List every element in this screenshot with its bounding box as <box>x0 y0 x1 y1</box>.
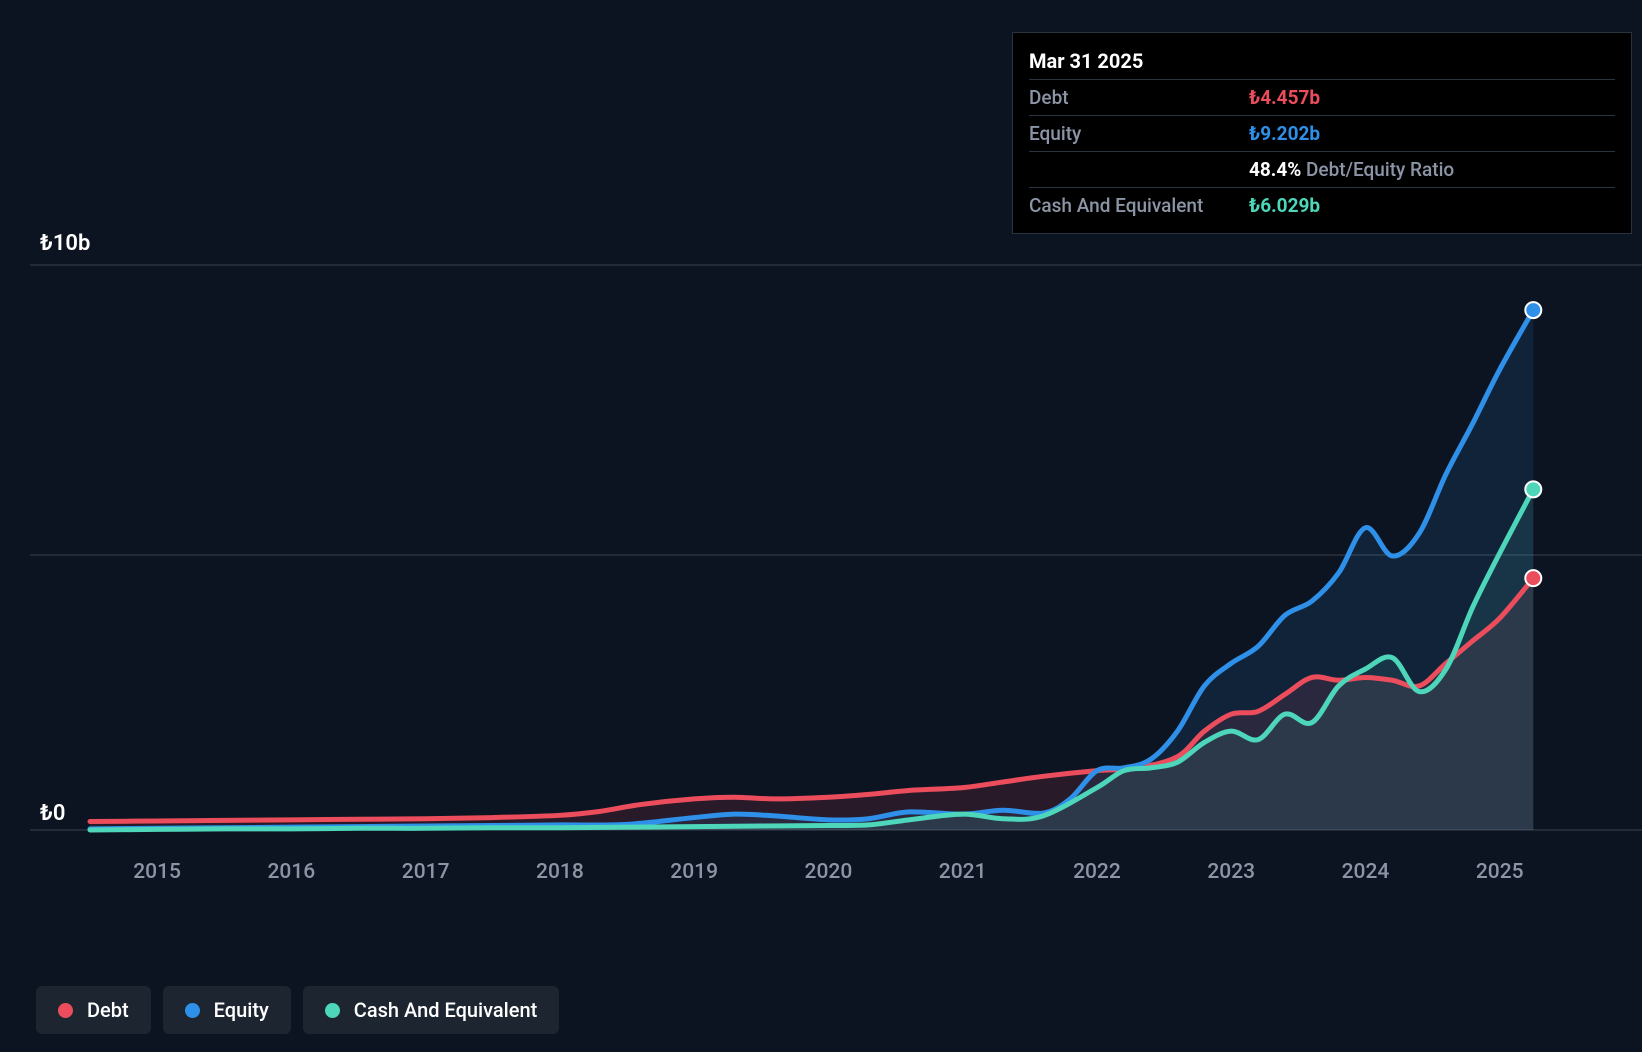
legend-item-cash[interactable]: Cash And Equivalent <box>303 986 560 1034</box>
tooltip-label: Cash And Equivalent <box>1029 194 1249 217</box>
x-axis-label: 2017 <box>402 860 450 884</box>
debt-equity-chart: ₺0 ₺10b 2015 2016 2017 2018 2019 2020 2021 2022 2… <box>30 0 1642 1052</box>
x-axis-label: 2023 <box>1207 860 1255 884</box>
legend-dot <box>58 1003 73 1018</box>
x-axis-label: 2025 <box>1476 860 1524 884</box>
tooltip-date: Mar 31 2025 <box>1029 43 1615 79</box>
tooltip-value: ₺9.202b <box>1249 122 1320 145</box>
x-axis-label: 2022 <box>1073 860 1121 884</box>
chart-tooltip: Mar 31 2025 Debt ₺4.457b Equity ₺9.202b … <box>1012 32 1632 234</box>
legend-item-debt[interactable]: Debt <box>36 986 151 1034</box>
tooltip-row-debt: Debt ₺4.457b <box>1029 79 1615 115</box>
x-axis-label: 2021 <box>939 860 987 884</box>
x-axis-label: 2024 <box>1342 860 1390 884</box>
x-axis-label: 2016 <box>268 860 316 884</box>
tooltip-row-equity: Equity ₺9.202b <box>1029 115 1615 151</box>
x-axis-label: 2018 <box>536 860 584 884</box>
x-axis-label: 2019 <box>670 860 718 884</box>
tooltip-row-cash: Cash And Equivalent ₺6.029b <box>1029 187 1615 223</box>
legend-dot <box>185 1003 200 1018</box>
y-axis-label: ₺10b <box>40 231 90 256</box>
legend-label: Equity <box>214 998 269 1022</box>
x-axis-label: 2020 <box>805 860 853 884</box>
tooltip-row-ratio: 48.4% Debt/Equity Ratio <box>1029 151 1615 187</box>
legend-label: Cash And Equivalent <box>354 998 538 1022</box>
legend-label: Debt <box>87 998 129 1022</box>
tooltip-label: Equity <box>1029 122 1249 145</box>
legend-item-equity[interactable]: Equity <box>163 986 291 1034</box>
tooltip-label: Debt <box>1029 86 1249 109</box>
y-axis-label: ₺0 <box>40 801 65 826</box>
tooltip-ratio: 48.4% Debt/Equity Ratio <box>1249 158 1454 181</box>
chart-legend: Debt Equity Cash And Equivalent <box>36 986 559 1034</box>
tooltip-value: ₺4.457b <box>1249 86 1320 109</box>
x-axis-label: 2015 <box>133 860 181 884</box>
legend-dot <box>325 1003 340 1018</box>
tooltip-value: ₺6.029b <box>1249 194 1320 217</box>
